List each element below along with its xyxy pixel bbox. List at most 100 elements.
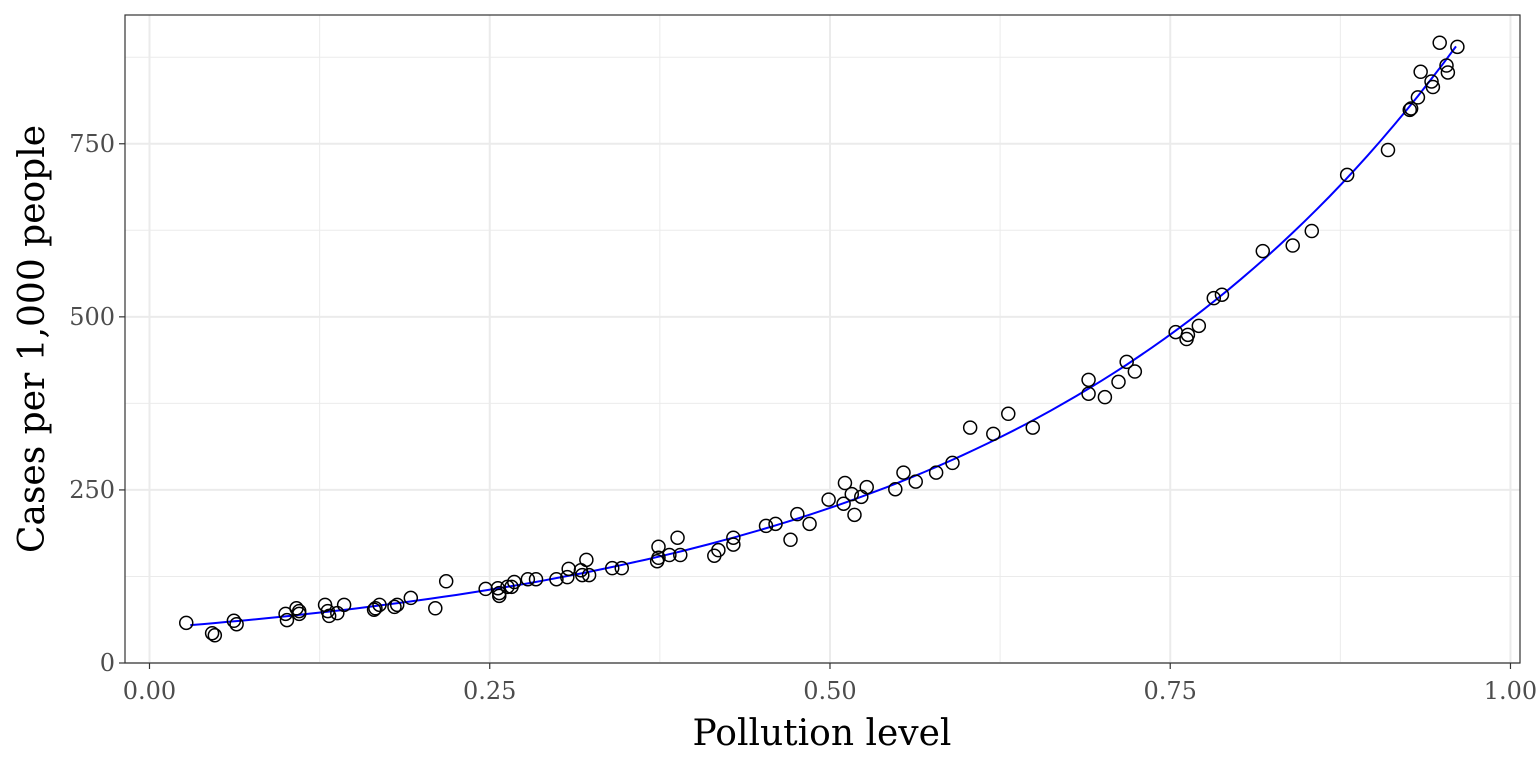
data-point (1119, 354, 1134, 370)
data-point (1127, 364, 1143, 379)
data-point (575, 567, 590, 583)
data-point (986, 426, 1001, 442)
data-point (226, 613, 242, 629)
data-point (1402, 102, 1418, 118)
data-point (790, 506, 805, 522)
data-point (670, 530, 685, 545)
x-axis-label: Pollution level (693, 713, 952, 754)
data-point (579, 552, 594, 568)
data-point (651, 539, 666, 554)
data-point (844, 486, 860, 502)
y-tick-label: 0 (100, 649, 115, 677)
data-point (1255, 243, 1271, 259)
data-point (389, 597, 405, 613)
data-point (387, 599, 402, 615)
data-point (549, 571, 564, 587)
data-point (651, 550, 666, 566)
data-point (1001, 406, 1016, 422)
data-point (945, 455, 960, 471)
data-point (604, 560, 620, 576)
x-axis-ticks: 0.00 0.25 0.50 0.75 1.00 (123, 663, 1536, 705)
data-point (330, 605, 345, 621)
y-tick-label: 500 (69, 303, 115, 331)
data-point (783, 532, 798, 548)
data-point (726, 537, 741, 552)
data-point (1206, 290, 1222, 306)
data-point (1450, 39, 1465, 55)
data-point (962, 420, 978, 435)
data-point (673, 547, 688, 563)
x-tick-label: 0.25 (463, 677, 516, 705)
data-point (896, 465, 911, 480)
data-point (1097, 389, 1113, 405)
data-point (561, 561, 576, 577)
data-point (1432, 35, 1447, 50)
data-point (291, 603, 307, 619)
y-tick-label: 250 (69, 476, 115, 504)
data-point (204, 625, 220, 641)
data-point (1025, 420, 1041, 435)
y-axis-label: Cases per 1,000 people (12, 125, 53, 553)
data-point (1410, 90, 1426, 105)
data-point (229, 616, 244, 632)
data-point (1191, 318, 1207, 334)
data-point (520, 571, 536, 587)
data-point (802, 516, 817, 532)
data-points (178, 35, 1465, 643)
data-point (428, 601, 443, 616)
data-point (372, 597, 387, 613)
data-point (908, 474, 923, 489)
data-point (207, 628, 223, 643)
data-point (1304, 223, 1320, 239)
x-tick-label: 0.00 (123, 677, 176, 705)
data-point (368, 601, 383, 616)
data-point (1403, 101, 1419, 116)
data-point (1214, 287, 1230, 302)
data-point (528, 571, 544, 587)
data-point (821, 492, 836, 507)
data-point (366, 602, 382, 617)
x-tick-label: 0.75 (1144, 677, 1197, 705)
data-point (1180, 327, 1196, 343)
panel-border (124, 14, 1521, 664)
grid-lines (125, 15, 1520, 664)
data-point (178, 615, 194, 631)
data-point (758, 518, 774, 534)
data-point (1380, 142, 1396, 158)
data-point (1111, 374, 1126, 390)
data-point (279, 612, 295, 628)
data-point (662, 547, 677, 563)
data-point (837, 475, 853, 491)
data-point (438, 574, 454, 589)
y-tick-label: 750 (69, 130, 115, 158)
fit-curve (190, 45, 1457, 627)
data-point (403, 590, 419, 606)
y-axis-ticks: 0 250 500 750 (69, 130, 125, 677)
data-point (336, 597, 352, 613)
data-point (581, 567, 597, 583)
data-point (888, 481, 903, 497)
data-point (768, 516, 783, 532)
data-point (321, 608, 337, 624)
x-tick-label: 0.50 (803, 677, 856, 705)
data-point (614, 560, 630, 576)
data-point (1439, 58, 1454, 73)
data-point (1440, 65, 1456, 80)
data-point (711, 542, 726, 558)
data-point (1424, 74, 1439, 89)
data-point (1413, 64, 1428, 80)
data-point (560, 569, 575, 585)
data-point (1425, 79, 1441, 95)
data-point (928, 465, 944, 480)
data-point (1081, 372, 1096, 388)
fit-curve-group (190, 45, 1457, 627)
data-point (726, 530, 741, 545)
data-point (847, 507, 862, 523)
data-point (1339, 167, 1355, 183)
data-point (1081, 386, 1096, 401)
data-point (859, 479, 874, 495)
data-point (1285, 238, 1300, 253)
x-tick-label: 1.00 (1484, 677, 1536, 705)
data-point (836, 496, 851, 512)
